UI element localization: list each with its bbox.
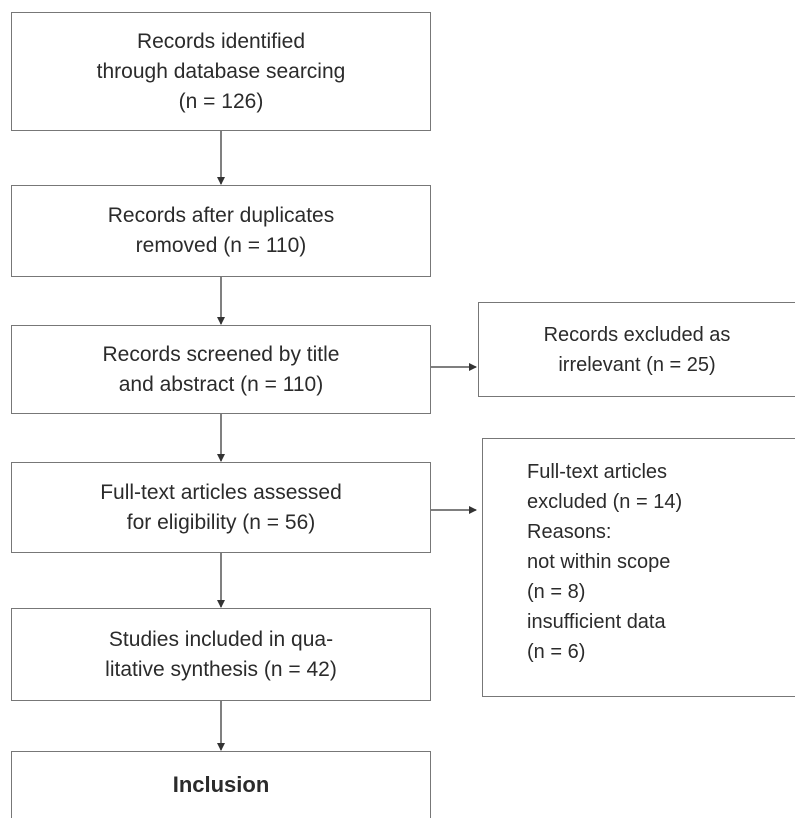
box-records-excluded: Records excluded as irrelevant (n = 25)	[478, 302, 795, 397]
box-records-identified: Records identified through database sear…	[11, 12, 431, 131]
fulltext-assessed-text: Full-text articles assessed for eligibil…	[100, 480, 342, 534]
records-excluded-text: Records excluded as irrelevant (n = 25)	[543, 323, 731, 376]
box-records-screened: Records screened by title and abstract (…	[11, 325, 431, 414]
box-inclusion: Inclusion	[11, 751, 431, 818]
box-fulltext-assessed: Full-text articles assessed for eligibil…	[11, 462, 431, 553]
studies-included-text: Studies included in qua- litative synthe…	[105, 627, 337, 681]
box-records-after-duplicates: Records after duplicates removed (n = 11…	[11, 185, 431, 277]
records-identified-text: Records identified through database sear…	[96, 29, 346, 113]
inclusion-label: Inclusion	[172, 772, 270, 797]
box-studies-included: Studies included in qua- litative synthe…	[11, 608, 431, 701]
fulltext-excluded-text: Full-text articles excluded (n = 14) Rea…	[527, 461, 683, 663]
records-screened-text: Records screened by title and abstract (…	[102, 342, 340, 396]
records-after-duplicates-text: Records after duplicates removed (n = 11…	[107, 204, 335, 257]
box-fulltext-excluded: Full-text articles excluded (n = 14) Rea…	[482, 438, 795, 697]
